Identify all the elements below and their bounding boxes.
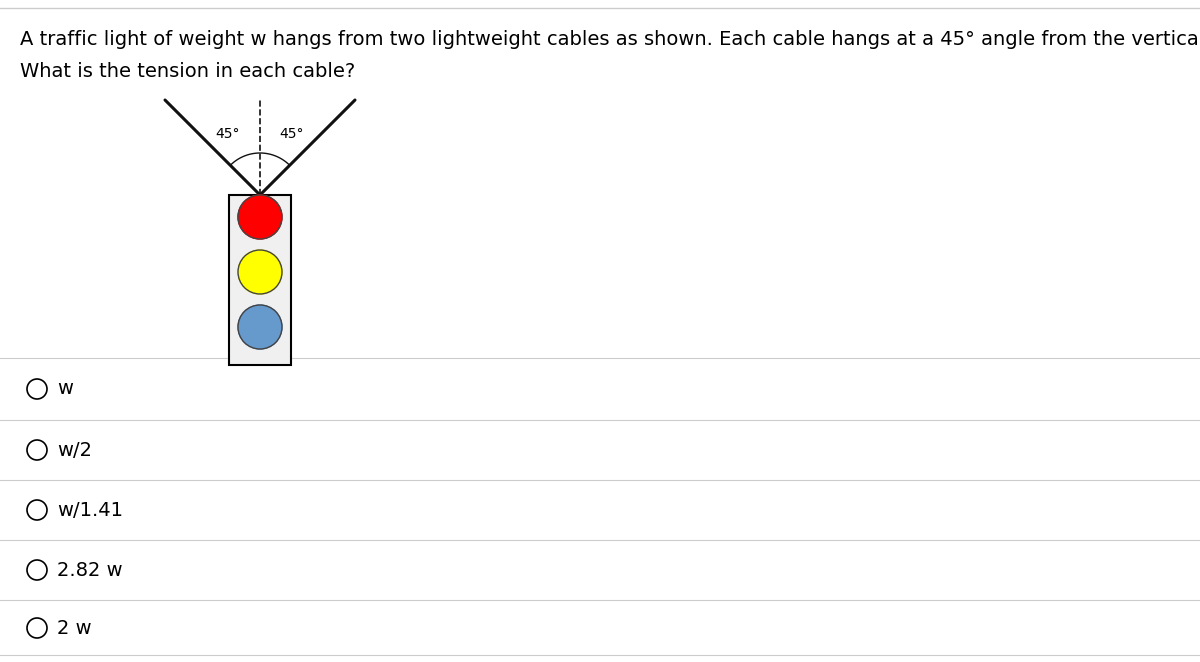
Circle shape	[238, 305, 282, 349]
Circle shape	[28, 560, 47, 580]
Circle shape	[28, 379, 47, 399]
Text: 45°: 45°	[216, 127, 240, 141]
Text: 45°: 45°	[280, 127, 305, 141]
Text: 2 w: 2 w	[58, 618, 91, 638]
Circle shape	[28, 618, 47, 638]
Text: 2.82 w: 2.82 w	[58, 561, 122, 579]
Circle shape	[28, 440, 47, 460]
Text: w/1.41: w/1.41	[58, 500, 124, 520]
Circle shape	[238, 195, 282, 239]
Bar	[229, 195, 292, 365]
Text: w/2: w/2	[58, 440, 92, 459]
Circle shape	[238, 250, 282, 294]
Text: What is the tension in each cable?: What is the tension in each cable?	[20, 62, 355, 81]
Circle shape	[28, 500, 47, 520]
Text: A traffic light of weight w hangs from two lightweight cables as shown. Each cab: A traffic light of weight w hangs from t…	[20, 30, 1200, 49]
Text: w: w	[58, 379, 73, 399]
